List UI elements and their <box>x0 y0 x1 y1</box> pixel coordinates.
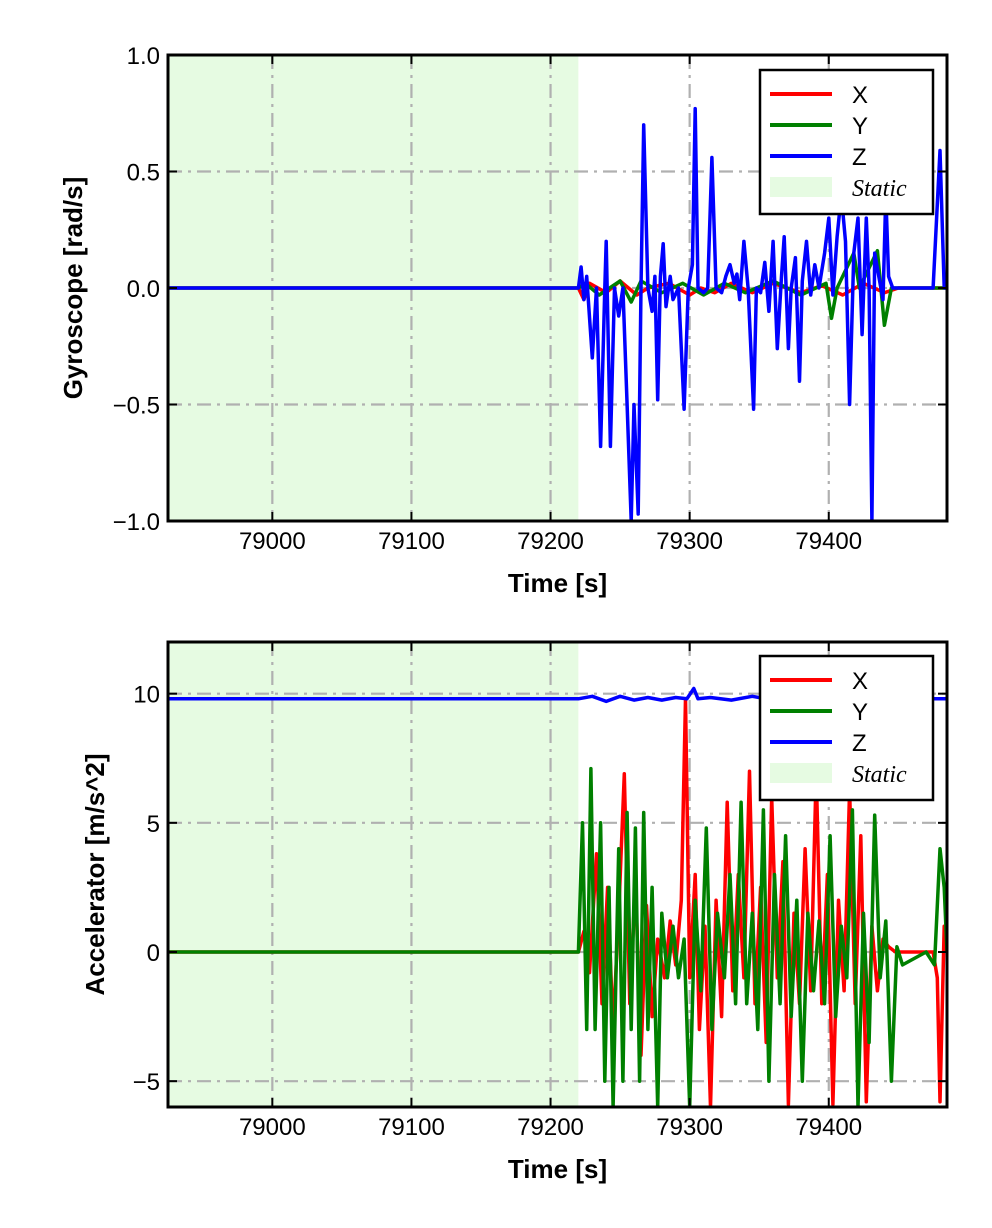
series-line-y <box>168 766 947 1107</box>
x-tick-label: 79200 <box>517 528 584 555</box>
legend: XYZ Static <box>758 654 935 802</box>
x-tick-label: 79000 <box>239 528 306 555</box>
legend-label-x: X <box>852 668 868 695</box>
y-tick-label: −1.0 <box>113 509 160 536</box>
plot-area <box>168 106 947 521</box>
legend-label-y: Y <box>852 113 868 140</box>
legend-swatch-static <box>770 763 832 783</box>
x-tick-label: 79300 <box>656 528 723 555</box>
legend-label-static: Static <box>852 762 907 788</box>
legend-label-z: Z <box>852 144 867 171</box>
legend-label-z: Z <box>852 730 867 757</box>
x-tick-label: 79300 <box>656 1114 723 1141</box>
legend-label-x: X <box>852 82 868 109</box>
x-tick-label: 79400 <box>795 528 862 555</box>
series-line-z <box>168 106 947 521</box>
y-tick-label: −0.5 <box>113 393 160 420</box>
legend-swatch-static <box>770 177 832 197</box>
x-tick-label: 79100 <box>378 528 445 555</box>
y-tick-label: 10 <box>133 682 160 709</box>
static-region <box>168 642 579 1107</box>
y-tick-label: 5 <box>147 811 160 838</box>
x-tick-label: 79200 <box>517 1114 584 1141</box>
legend: XYZ Static <box>758 68 935 216</box>
y-tick-label: 0 <box>147 940 160 967</box>
y-axis-title: Gyroscope [rad/s] <box>58 177 88 400</box>
y-tick-label: 1.0 <box>127 43 160 70</box>
y-tick-label: −5 <box>133 1069 160 1096</box>
x-tick-label: 79100 <box>378 1114 445 1141</box>
legend-label-y: Y <box>852 699 868 726</box>
y-tick-label: 0.5 <box>127 160 160 187</box>
chart-panel-1: 79000 79100 79200 79300 79400 1.0 0.5 0.0 −0.5 −1… <box>58 43 949 598</box>
x-axis-title: Time [s] <box>508 1154 607 1184</box>
y-tick-label: 0.0 <box>127 276 160 303</box>
x-tick-label: 79000 <box>239 1114 306 1141</box>
y-axis-title: Accelerator [m/s^2] <box>80 753 110 995</box>
chart-panel-2: 79000 79100 79200 79300 79400 10 5 0 −5 Time [s] A… <box>80 640 949 1184</box>
x-tick-label: 79400 <box>795 1114 862 1141</box>
legend-label-static: Static <box>852 176 907 202</box>
axes-frame <box>166 640 949 1109</box>
x-axis-title: Time [s] <box>508 568 607 598</box>
